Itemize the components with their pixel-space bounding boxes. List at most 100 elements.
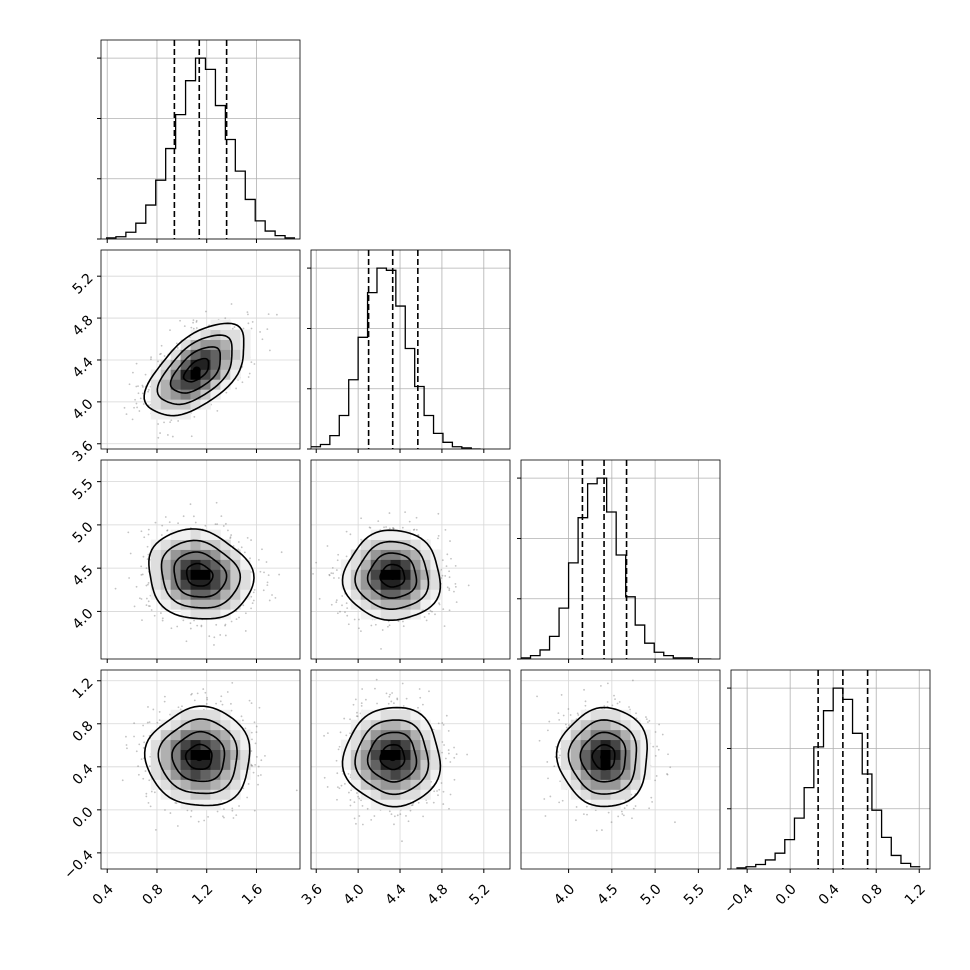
histogram-step (311, 267, 481, 449)
scatter-point (146, 721, 149, 724)
scatter-point (166, 529, 169, 532)
scatter-point (361, 804, 364, 807)
density-cell (220, 369, 231, 380)
density-cell (360, 579, 372, 590)
scatter-point (253, 588, 256, 591)
density-cell (160, 719, 172, 731)
x-tick-label: 0.8 (859, 881, 886, 908)
scatter-point (258, 558, 260, 561)
density-cell (380, 799, 391, 810)
density-cell (160, 369, 172, 380)
density-cell (370, 789, 382, 800)
scatter-point (622, 814, 625, 817)
density-cell (180, 339, 191, 350)
scatter-point (373, 815, 376, 817)
density-cell (570, 749, 582, 760)
density-cell (610, 739, 621, 750)
scatter-point (142, 403, 145, 405)
histogram-step (521, 477, 712, 659)
scatter-point (368, 526, 371, 529)
scatter-point (546, 729, 549, 732)
scatter-point (364, 698, 367, 701)
density-cell (220, 729, 231, 741)
density-cell (190, 349, 201, 360)
y-tick-label: 0.4 (70, 761, 97, 788)
scatter-point (661, 733, 664, 736)
scatter-point (401, 682, 404, 685)
scatter-point (376, 702, 378, 705)
density-cell (380, 539, 391, 550)
scatter-point (374, 623, 377, 626)
scatter-point (341, 604, 343, 607)
scatter-point (159, 353, 161, 356)
density-contour (591, 743, 616, 771)
scatter-point (385, 526, 387, 528)
scatter-point (144, 770, 147, 772)
scatter-point (220, 695, 223, 698)
scatter-point (318, 597, 321, 600)
density-cell (420, 549, 431, 560)
scatter-point (189, 627, 192, 630)
scatter-point (182, 515, 185, 518)
density-cell (360, 599, 372, 610)
scatter-point (131, 418, 134, 421)
scatter-point (149, 805, 152, 808)
density-cell (410, 789, 421, 800)
scatter-point (538, 739, 541, 742)
scatter-point (352, 703, 355, 706)
scatter-point (232, 817, 235, 819)
scatter-point (557, 712, 560, 715)
density-cell (400, 759, 411, 770)
scatter-point (443, 744, 445, 746)
scatter-point (666, 773, 669, 776)
density-cell (210, 779, 221, 790)
scatter-point (387, 702, 390, 705)
density-cell (620, 769, 631, 780)
scatter-point (428, 612, 430, 615)
scatter-point (251, 764, 254, 767)
scatter-point (336, 559, 339, 562)
scatter-point (250, 731, 253, 734)
scatter-point (341, 595, 344, 597)
scatter-point (243, 551, 246, 554)
density-cell (340, 759, 352, 770)
scatter-point (194, 521, 197, 524)
density-cell (600, 719, 611, 731)
density-cell (150, 759, 162, 770)
scatter-point (247, 783, 250, 785)
density-cell (240, 569, 251, 580)
density-cell (210, 739, 221, 750)
density-cell (170, 719, 181, 731)
density-cell (200, 789, 211, 800)
scatter-point (375, 678, 378, 681)
scatter-point (404, 511, 407, 514)
density-cell (190, 559, 201, 570)
scatter-point (150, 358, 152, 361)
density-cell (340, 749, 352, 760)
scatter-point (154, 521, 157, 524)
scatter-point (654, 755, 657, 757)
scatter-point (148, 721, 151, 724)
scatter-point (220, 515, 223, 518)
scatter-point (216, 810, 219, 813)
density-cell (230, 339, 241, 350)
scatter-point (238, 616, 240, 619)
density-cell (430, 759, 441, 770)
density-cell (200, 749, 211, 760)
scatter-point (247, 376, 250, 378)
scatter-point (396, 814, 399, 817)
density-cell (200, 589, 211, 600)
scatter-point (142, 747, 145, 749)
scatter-point (125, 413, 128, 416)
scatter-point (634, 805, 637, 807)
scatter-point (166, 529, 169, 532)
density-cell (150, 379, 162, 390)
density-cell (630, 769, 641, 780)
density-cell (360, 569, 372, 580)
density-cell (350, 559, 362, 570)
density-cell (360, 749, 372, 760)
scatter-point (658, 723, 661, 726)
x-tick-label: 3.6 (299, 881, 326, 908)
density-cell (360, 739, 372, 750)
density-cell (430, 549, 441, 560)
